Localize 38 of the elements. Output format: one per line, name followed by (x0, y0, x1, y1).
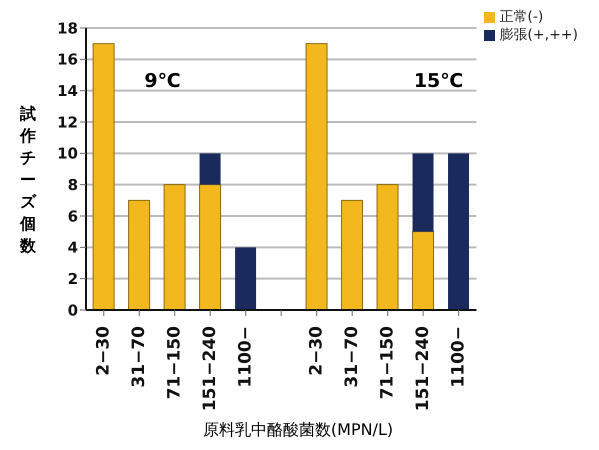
x-tick-label: 151−240 (200, 326, 220, 412)
y-axis-title: 試作チーズ個数 (18, 103, 38, 257)
x-tick-label: 71−150 (164, 326, 185, 400)
bar (376, 184, 399, 310)
x-tick-label: 31−70 (129, 326, 150, 388)
bar (412, 231, 434, 310)
y-tick-label: 8 (68, 176, 78, 194)
bar (235, 247, 256, 310)
y-tick-label: 0 (68, 301, 78, 320)
bar (200, 153, 221, 185)
annotation: 15℃ (414, 70, 464, 92)
bar (164, 184, 186, 310)
bar (199, 184, 222, 310)
legend-label: 膨張(+,++) (499, 27, 578, 43)
annotation: 9℃ (144, 70, 181, 92)
bar (448, 153, 470, 310)
x-tick-label: 151−240 (413, 326, 434, 412)
x-tick-label: 2−30 (306, 326, 327, 376)
x-tick-label: 71−150 (378, 326, 398, 400)
bar (306, 43, 328, 310)
y-tick-label: 16 (57, 50, 78, 69)
y-tick-label: 6 (68, 207, 78, 226)
x-tick-label: 1100− (236, 326, 256, 388)
bar (128, 200, 150, 310)
bar (341, 200, 364, 310)
bar (412, 153, 434, 232)
bar (92, 43, 115, 310)
x-tick-label: 31−70 (342, 326, 362, 388)
y-tick-label: 14 (57, 82, 78, 100)
legend-label: 正常(-) (499, 9, 544, 25)
x-axis-title: 原料乳中酪酸菌数(MPN/L) (202, 420, 394, 441)
y-tick-label: 18 (57, 19, 78, 38)
y-tick-label: 4 (68, 238, 78, 257)
y-tick-label: 2 (68, 270, 78, 288)
x-tick-label: 2−30 (94, 326, 114, 376)
y-tick-label: 10 (57, 144, 78, 163)
x-tick-label: 1100− (448, 326, 469, 388)
y-tick-label: 12 (57, 113, 78, 132)
